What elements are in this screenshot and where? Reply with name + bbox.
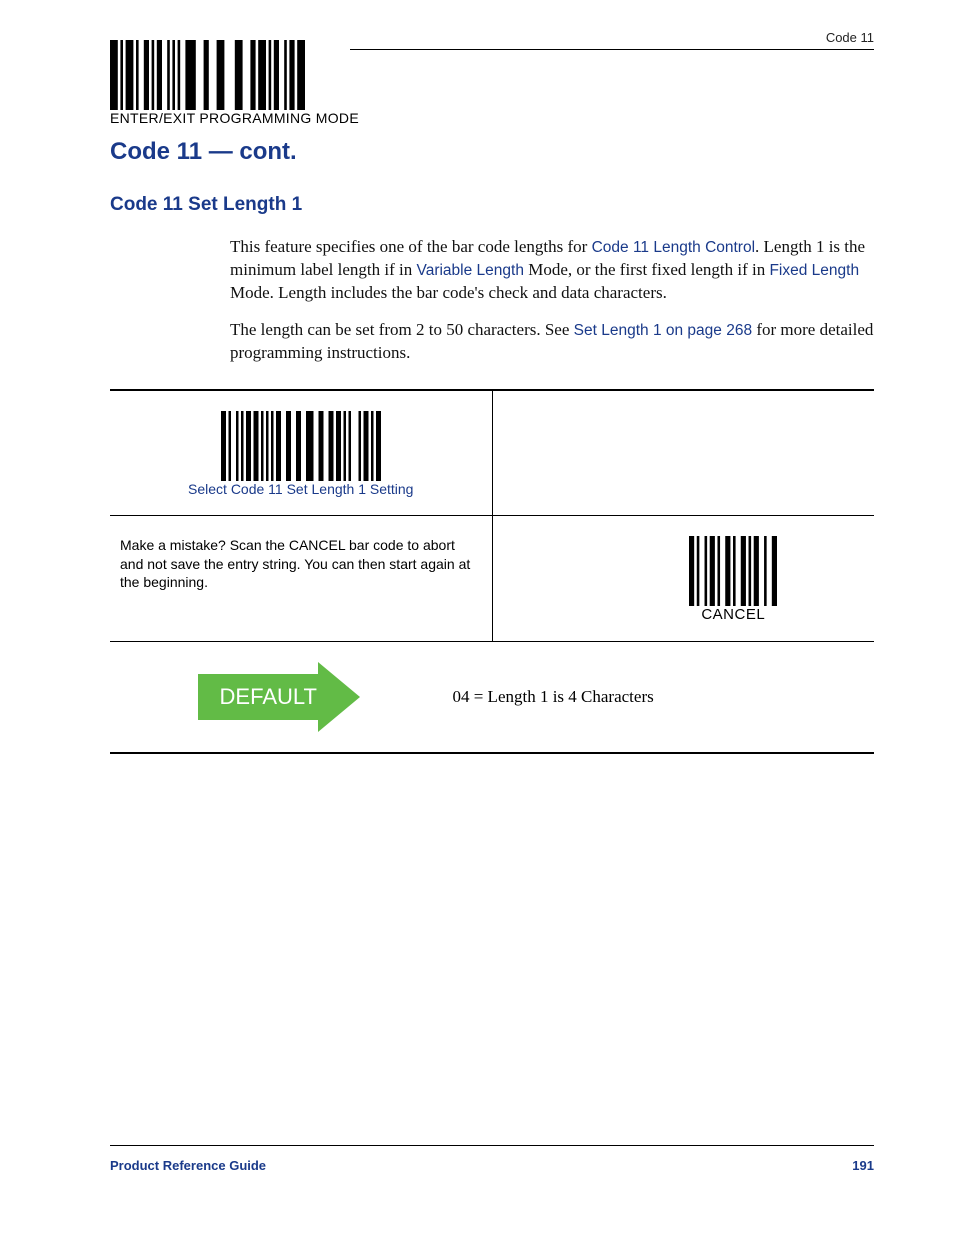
- section-title: Code 11 Set Length 1: [110, 194, 874, 216]
- body-text: This feature specifies one of the bar co…: [230, 236, 874, 365]
- xref-set-length-1[interactable]: Set Length 1 on page 268: [574, 322, 752, 339]
- enter-exit-barcode: [110, 40, 305, 110]
- page-title: Code 11 — cont.: [110, 138, 874, 166]
- default-arrow-label: DEFAULT: [198, 674, 338, 720]
- xref-fixed-length[interactable]: Fixed Length: [769, 262, 859, 279]
- default-description: 04 = Length 1 is 4 Characters: [432, 662, 864, 732]
- p2-pre: The length can be set from 2 to 50 chara…: [230, 320, 574, 339]
- enter-exit-barcode-label: ENTER/EXIT PROGRAMMING MODE: [110, 110, 874, 126]
- select-barcode-label: Select Code 11 Set Length 1 Setting: [120, 481, 482, 497]
- default-row: DEFAULT 04 = Length 1 is 4 Characters: [120, 662, 864, 732]
- p1-pre: This feature specifies one of the bar co…: [230, 237, 592, 256]
- p1-mid2: Mode, or the first fixed length if in: [524, 260, 770, 279]
- footer-left: Product Reference Guide: [110, 1158, 266, 1173]
- default-arrow: DEFAULT: [186, 662, 366, 732]
- paragraph-2: The length can be set from 2 to 50 chara…: [230, 319, 874, 365]
- paragraph-1: This feature specifies one of the bar co…: [230, 236, 874, 305]
- cancel-barcode-label: CANCEL: [623, 606, 845, 623]
- mistake-text: Make a mistake? Scan the CANCEL bar code…: [120, 536, 482, 593]
- footer-page-number: 191: [852, 1158, 874, 1173]
- xref-length-control[interactable]: Code 11 Length Control: [592, 239, 755, 256]
- p1-post: Mode. Length includes the bar code's che…: [230, 283, 667, 302]
- cancel-barcode: [689, 536, 777, 606]
- xref-variable-length[interactable]: Variable Length: [417, 262, 524, 279]
- page-footer: Product Reference Guide 191: [110, 1145, 874, 1173]
- select-barcode-block: Select Code 11 Set Length 1 Setting: [120, 411, 482, 497]
- cancel-barcode-block: CANCEL: [623, 536, 845, 623]
- barcode-table: Select Code 11 Set Length 1 Setting Make…: [110, 389, 874, 754]
- enter-exit-barcode-block: ENTER/EXIT PROGRAMMING MODE: [110, 40, 874, 126]
- select-barcode: [221, 411, 381, 481]
